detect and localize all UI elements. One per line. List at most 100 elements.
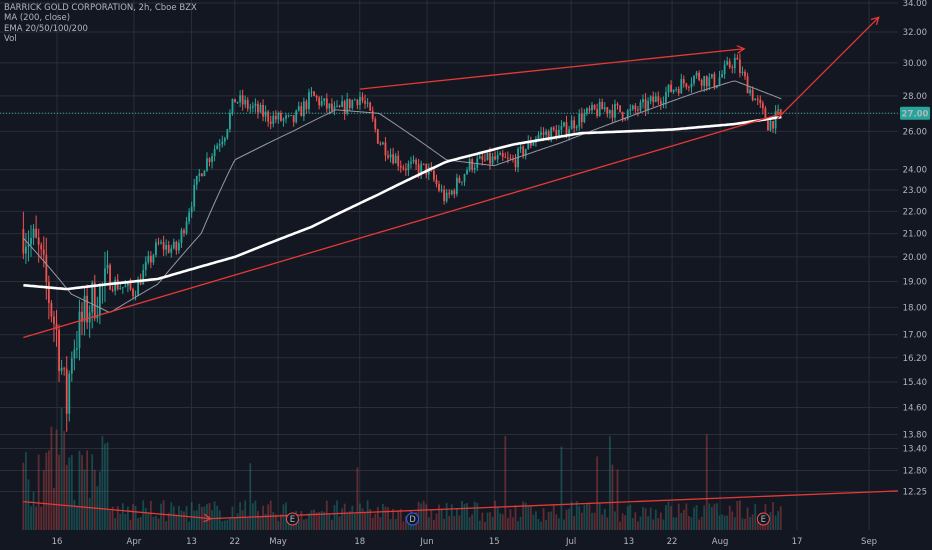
volume-bar (458, 515, 461, 530)
volume-bar (560, 446, 563, 530)
trendline[interactable] (359, 48, 745, 90)
volume-bar (522, 501, 525, 530)
volume-bar (356, 467, 359, 530)
candle-body (453, 190, 456, 195)
candle-body (310, 91, 313, 93)
volume-bar (690, 517, 693, 530)
volume-bar (157, 518, 160, 530)
candle-body (603, 107, 606, 110)
candle-body (53, 316, 55, 324)
candle-body (223, 138, 226, 142)
volume-bar (670, 506, 672, 530)
price-axis[interactable]: 34.00 32.00 30.00 28.00 27.00 26.00 24.00 23.00… (900, 0, 930, 498)
volume-bar (739, 500, 741, 530)
candle-body (111, 289, 114, 291)
x-tick-label: 13 (623, 537, 634, 547)
volume-trendline[interactable] (23, 501, 211, 520)
volume-bar (359, 503, 361, 530)
volume-bar (371, 517, 374, 530)
volume-bar (547, 511, 550, 530)
symbol-title[interactable]: BARRICK GOLD CORPORATION, 2h, Cboe BZX (4, 3, 197, 13)
candle-body (55, 323, 58, 330)
volume-trendline[interactable] (210, 490, 899, 520)
candle-body (221, 141, 224, 145)
volume-bar (665, 505, 667, 530)
volume-bar (616, 469, 619, 530)
candle-body (361, 96, 364, 101)
volume-bar (484, 521, 486, 530)
volume-bar (728, 505, 731, 530)
candle-body (147, 255, 150, 262)
y-tick-label: 26.00 (903, 127, 927, 137)
ma-indicator-label[interactable]: MA (200, close) (4, 13, 71, 24)
volume-bar (733, 517, 736, 530)
candle-body (751, 89, 754, 101)
volume-bar (445, 503, 448, 530)
candle-body (144, 261, 147, 270)
volume-bar (512, 517, 514, 530)
candle-body (723, 64, 726, 75)
last-price-label: 27.00 (902, 109, 929, 119)
candle-body (744, 71, 746, 77)
candle-body (647, 101, 650, 110)
candle-body (226, 129, 229, 139)
candle-body (157, 242, 160, 244)
trendlines[interactable] (23, 16, 899, 523)
volume-bar (160, 503, 162, 530)
volume-bar (685, 503, 688, 530)
candle-body (180, 230, 183, 244)
candle-body (710, 74, 713, 78)
volume-bar (718, 515, 721, 530)
candle-body (468, 159, 471, 171)
candle-body (282, 118, 285, 121)
candle-body (397, 155, 400, 166)
volume-bar (716, 503, 718, 530)
candle-body (746, 76, 749, 94)
candle-body (195, 175, 198, 185)
volume-bar (60, 407, 63, 530)
volume-bar (351, 505, 354, 530)
volume-bar (519, 516, 522, 530)
volume-bar (162, 500, 165, 530)
volume-bar (700, 516, 703, 530)
y-tick-label: 23.00 (903, 186, 927, 196)
trendline[interactable] (782, 16, 880, 114)
volume-bar (565, 509, 568, 530)
event-marker[interactable] (285, 512, 299, 526)
candle-body (65, 368, 68, 414)
candle-body (183, 230, 185, 234)
candle-body (387, 155, 389, 158)
candle-body (70, 358, 73, 374)
candle-body (527, 140, 530, 150)
candle-body (736, 57, 739, 60)
volume-bar (149, 500, 152, 530)
volume-bar (568, 508, 570, 530)
time-axis[interactable]: 16 Apr 13 22 May 18 Jun 15 Jul 13 22 Aug 17 Sep (52, 537, 878, 547)
candle-body (415, 159, 417, 165)
candle-body (121, 287, 124, 288)
volume-indicator-label[interactable]: Vol (4, 34, 17, 45)
volume-bar (672, 517, 675, 530)
volume-bar (353, 513, 356, 530)
y-tick-label: 12.25 (903, 488, 927, 498)
volume-bar (25, 452, 27, 530)
volume-bar (545, 519, 548, 530)
candle-body (325, 98, 328, 109)
candle-body (50, 303, 53, 317)
volume-bar (30, 506, 32, 530)
candle-body (297, 106, 300, 111)
volume-bar (598, 502, 601, 530)
ema-indicator-label[interactable]: EMA 20/50/100/200 (4, 23, 88, 34)
event-marker[interactable] (756, 512, 770, 526)
volume-bar (389, 519, 392, 530)
volume-bar (63, 431, 66, 530)
volume-bar (35, 506, 38, 530)
volume-bar (213, 501, 216, 530)
candle-body (688, 87, 690, 88)
event-marker[interactable] (406, 512, 420, 526)
trendline[interactable] (23, 112, 783, 339)
candle-body (178, 243, 180, 251)
y-tick-label: 19.00 (903, 277, 927, 287)
